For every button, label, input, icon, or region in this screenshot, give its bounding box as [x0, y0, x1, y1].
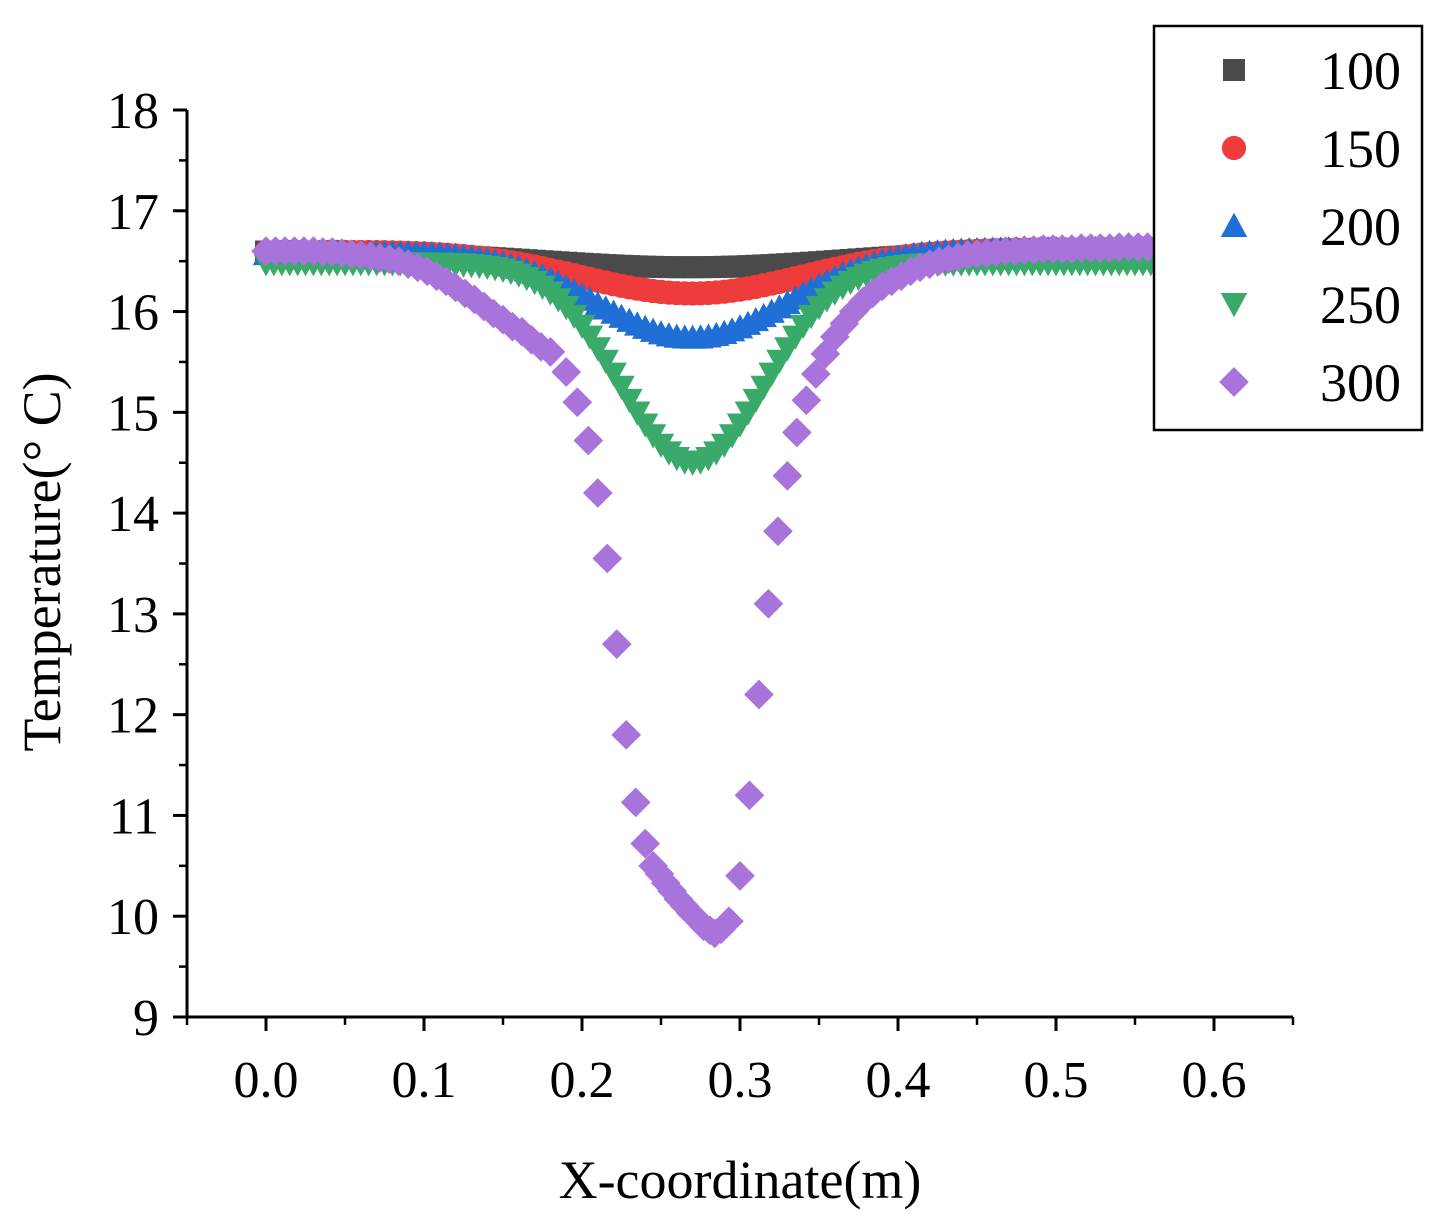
x-tick-label: 0.0 — [234, 1052, 299, 1109]
data-point-300 — [753, 588, 784, 619]
data-point-300 — [535, 337, 566, 367]
data-point-300 — [488, 304, 518, 335]
data-point-300 — [706, 914, 736, 945]
y-tick-label: 16 — [107, 285, 159, 342]
data-point-300 — [562, 387, 593, 418]
series-layer — [251, 232, 1229, 949]
y-tick-label: 17 — [107, 184, 159, 241]
data-point-300 — [592, 543, 623, 574]
legend-marker-150 — [1221, 135, 1247, 161]
data-point-300 — [819, 321, 850, 352]
x-tick-label: 0.5 — [1024, 1052, 1089, 1109]
data-point-250 — [600, 362, 627, 387]
legend-marker-200 — [1220, 212, 1248, 237]
x-tick-label: 0.2 — [550, 1052, 615, 1109]
legend-label: 250 — [1320, 275, 1401, 335]
x-tick-label: 0.1 — [392, 1052, 457, 1109]
y-tick-label: 10 — [107, 889, 159, 946]
data-point-300 — [601, 629, 632, 659]
ticks: 0.0 0.1 0.2 0.3 0.4 0.5 0.6 9 10 11 12 13 14 15 16 17 18 — [107, 83, 1295, 1109]
legend-label: 300 — [1320, 353, 1401, 413]
data-point-250 — [616, 388, 643, 414]
data-point-300 — [848, 286, 879, 317]
data-point-300 — [791, 385, 822, 416]
y-axis-title: Temperature(° C) — [12, 372, 72, 751]
data-point-250 — [592, 349, 619, 374]
legend-label: 150 — [1320, 119, 1401, 179]
data-point-300 — [734, 780, 765, 811]
data-point-300 — [725, 861, 755, 891]
data-point-300 — [573, 425, 604, 456]
y-tick-label: 12 — [107, 688, 159, 745]
data-point-300 — [644, 859, 675, 889]
data-point-250 — [584, 337, 611, 362]
x-axis-title: X-coordinate(m) — [559, 1150, 922, 1210]
y-tick-label: 18 — [107, 83, 159, 140]
data-point-300 — [450, 278, 480, 309]
y-tick-label: 9 — [133, 990, 159, 1047]
data-point-300 — [582, 478, 613, 508]
data-point-300 — [772, 460, 803, 491]
data-point-250 — [608, 375, 635, 400]
data-point-300 — [714, 906, 744, 937]
legend-marker-300 — [1219, 367, 1249, 397]
y-tick-label: 11 — [109, 788, 159, 845]
data-point-300 — [620, 787, 651, 818]
y-tick-label: 14 — [107, 486, 159, 543]
x-tick-label: 0.4 — [866, 1052, 931, 1109]
x-tick-label: 0.3 — [708, 1052, 773, 1109]
data-point-300 — [630, 828, 661, 859]
x-tick-label: 0.6 — [1182, 1052, 1247, 1109]
y-tick-label: 15 — [107, 385, 159, 442]
data-point-300 — [763, 516, 793, 547]
legend-box — [1152, 24, 1424, 432]
data-point-300 — [810, 339, 841, 369]
data-point-300 — [829, 308, 860, 339]
legend: 100 150 200 250 300 — [1152, 24, 1424, 432]
legend-label: 200 — [1320, 197, 1401, 257]
data-point-300 — [782, 417, 812, 448]
legend-marker-100 — [1223, 59, 1245, 81]
legend-label: 100 — [1320, 41, 1401, 101]
series-300 — [251, 232, 1229, 949]
y-tick-label: 13 — [107, 587, 159, 644]
data-point-300 — [857, 278, 888, 309]
legend-marker-250 — [1220, 293, 1248, 318]
data-point-300 — [744, 679, 774, 710]
data-point-300 — [551, 357, 582, 387]
data-point-300 — [611, 719, 642, 750]
